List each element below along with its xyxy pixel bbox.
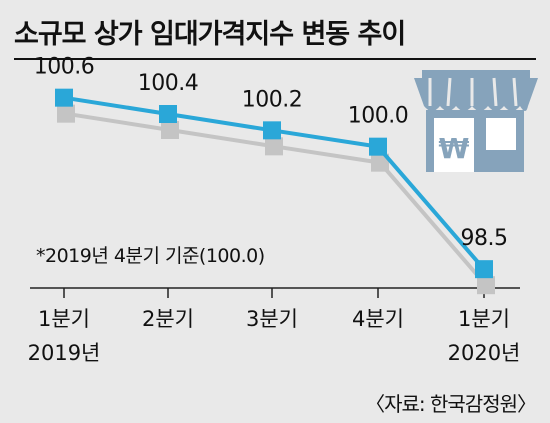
- x-tick-year-label: 2019년: [28, 341, 101, 365]
- x-tick-label: 1분기: [458, 307, 510, 331]
- x-tick-year-label: 2020년: [448, 341, 521, 365]
- chart-title: 소규모 상가 임대가격지수 변동 추이: [14, 19, 406, 50]
- marker-shadow: [57, 104, 75, 123]
- data-label: 100.4: [138, 71, 198, 96]
- marker-shadow: [161, 121, 179, 139]
- x-tick-label: 3분기: [246, 307, 298, 331]
- x-tick-label: 4분기: [352, 307, 404, 331]
- data-point-marker: [475, 260, 493, 279]
- data-label: 100.0: [348, 104, 408, 129]
- data-point-marker: [263, 121, 281, 140]
- data-label: 100.6: [34, 55, 94, 80]
- x-tick-label: 2분기: [142, 307, 194, 331]
- data-label: 98.5: [461, 226, 508, 251]
- store-won-icon: ₩: [414, 70, 538, 172]
- marker-shadow: [265, 137, 283, 156]
- marker-shadow: [371, 153, 389, 172]
- data-point-marker: [159, 105, 177, 123]
- marker-shadow: [477, 276, 495, 295]
- source-credit: 〈자료: 한국감정원〉: [365, 392, 537, 416]
- baseline-note: *2019년 4분기 기준(100.0): [36, 245, 265, 267]
- data-label: 100.2: [242, 87, 302, 112]
- data-point-marker: [55, 88, 73, 107]
- data-point-marker: [369, 137, 387, 156]
- won-symbol: ₩: [439, 132, 470, 165]
- x-tick-label: 1분기: [38, 307, 90, 331]
- title-rule: [14, 58, 536, 60]
